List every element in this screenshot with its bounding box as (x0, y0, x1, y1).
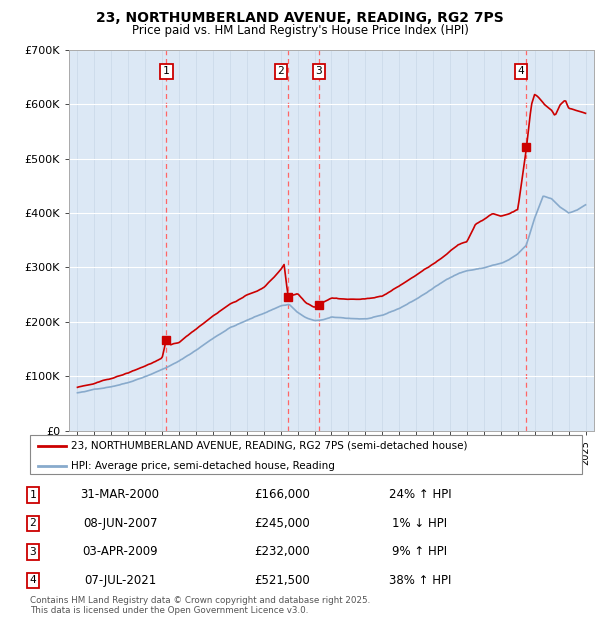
Text: £166,000: £166,000 (254, 489, 310, 501)
Text: Price paid vs. HM Land Registry's House Price Index (HPI): Price paid vs. HM Land Registry's House … (131, 24, 469, 37)
Text: 2: 2 (29, 518, 37, 528)
Text: 1: 1 (29, 490, 37, 500)
Text: Contains HM Land Registry data © Crown copyright and database right 2025.
This d: Contains HM Land Registry data © Crown c… (30, 596, 370, 615)
Text: 23, NORTHUMBERLAND AVENUE, READING, RG2 7PS: 23, NORTHUMBERLAND AVENUE, READING, RG2 … (96, 11, 504, 25)
Text: £232,000: £232,000 (254, 546, 310, 558)
Text: 38% ↑ HPI: 38% ↑ HPI (389, 574, 451, 587)
Text: 4: 4 (518, 66, 524, 76)
Text: 1% ↓ HPI: 1% ↓ HPI (392, 517, 448, 529)
Text: 08-JUN-2007: 08-JUN-2007 (83, 517, 157, 529)
Text: 1: 1 (163, 66, 170, 76)
Text: 2: 2 (277, 66, 284, 76)
Text: 3: 3 (29, 547, 37, 557)
Text: £521,500: £521,500 (254, 574, 310, 587)
Text: 31-MAR-2000: 31-MAR-2000 (80, 489, 160, 501)
FancyBboxPatch shape (30, 435, 582, 474)
Text: 24% ↑ HPI: 24% ↑ HPI (389, 489, 451, 501)
Text: HPI: Average price, semi-detached house, Reading: HPI: Average price, semi-detached house,… (71, 461, 335, 471)
Text: £245,000: £245,000 (254, 517, 310, 529)
Text: 07-JUL-2021: 07-JUL-2021 (84, 574, 156, 587)
Text: 9% ↑ HPI: 9% ↑ HPI (392, 546, 448, 558)
Text: 23, NORTHUMBERLAND AVENUE, READING, RG2 7PS (semi-detached house): 23, NORTHUMBERLAND AVENUE, READING, RG2 … (71, 441, 468, 451)
Text: 4: 4 (29, 575, 37, 585)
Text: 3: 3 (316, 66, 322, 76)
Text: 03-APR-2009: 03-APR-2009 (82, 546, 158, 558)
